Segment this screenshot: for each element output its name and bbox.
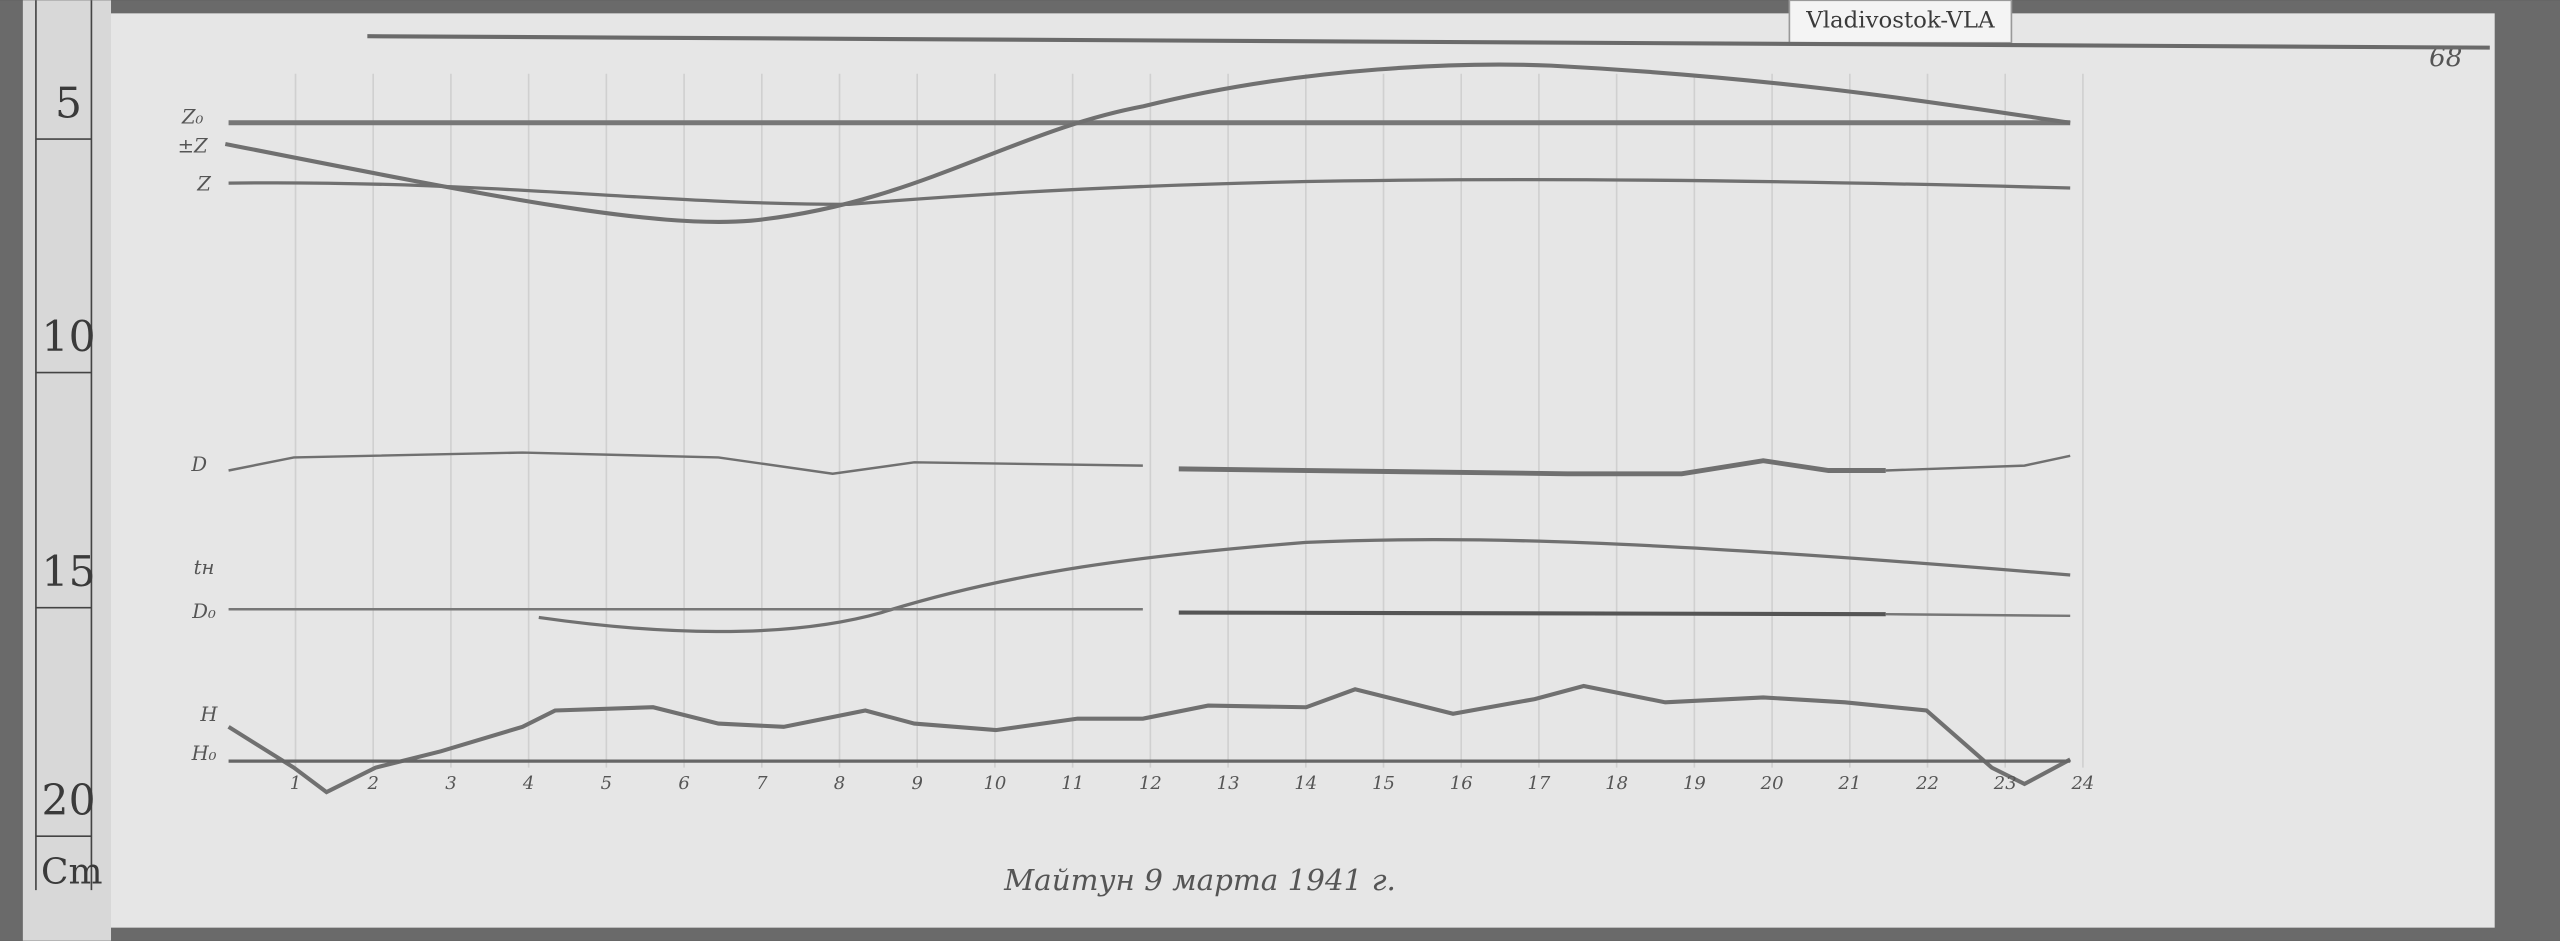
ruler-number: 15: [42, 548, 96, 597]
hour-label: 10: [984, 773, 1007, 794]
hour-label: 19: [1683, 773, 1706, 794]
trace-pz: [224, 62, 2071, 224]
baseline-d0: [1885, 612, 2071, 618]
hour-label: 4: [522, 773, 534, 794]
hour-label: 9: [912, 773, 923, 794]
hour-label: 16: [1450, 773, 1473, 794]
ruler-number: 20: [42, 777, 96, 826]
hour-label: 11: [1061, 773, 1084, 794]
hour-label: 15: [1372, 773, 1395, 794]
ruler: [22, 0, 112, 941]
hour-label: 7: [756, 773, 768, 794]
trace-z: [228, 177, 2071, 207]
trace-label: ±Z: [178, 135, 208, 158]
ruler-number: 5: [55, 79, 82, 128]
hour-label: 23: [1993, 773, 2017, 794]
caption: Майтун 9 марта 1941 г.: [1003, 863, 1396, 897]
trace-d: [228, 451, 1143, 476]
trace-label: H: [199, 703, 218, 726]
trace-h: [227, 683, 2072, 795]
station-label: Vladivostok-VLA: [1805, 8, 1995, 34]
hour-labels: 1 2 3 4 5 6 7 8 9 10 11 12 13 14 15 16 17 18 19 20 21 22 23 24: [290, 773, 2095, 794]
hour-label: 1: [290, 773, 301, 794]
hour-label: 5: [601, 773, 612, 794]
hour-label: 12: [1139, 773, 1162, 794]
trace-t: [538, 538, 2071, 634]
hour-label: 17: [1528, 773, 1551, 794]
hour-label: 8: [834, 773, 845, 794]
ruler-unit: Cm: [41, 851, 103, 892]
trace-label: Z: [196, 172, 211, 195]
hour-label: 20: [1760, 773, 1784, 794]
trace-labels: Z₀ ±Z Z Dtн D₀ H H₀: [178, 105, 219, 765]
hour-label: 14: [1294, 773, 1317, 794]
hour-label: 13: [1217, 773, 1240, 794]
trace-label: D₀: [191, 600, 216, 623]
trace-label: D: [190, 453, 207, 476]
baseline-d0: [1178, 610, 1886, 617]
ruler-number: 10: [42, 313, 96, 362]
trace-label: tн: [194, 556, 215, 579]
hour-label: 2: [367, 773, 379, 794]
hour-label: 21: [1837, 773, 1861, 794]
hour-label: 6: [678, 773, 689, 794]
hour-label: 24: [2071, 773, 2095, 794]
ruler-ticks: 5 10 15 20: [35, 79, 96, 838]
trace-label: H₀: [191, 742, 217, 765]
hour-label: 3: [445, 773, 456, 794]
trace-d: [1178, 458, 1886, 477]
edge-line: [367, 34, 2490, 50]
station-tag: [1788, 0, 2013, 44]
hour-label: 22: [1915, 773, 1939, 794]
hour-grid: [294, 73, 2084, 768]
trace-d: [1885, 454, 2071, 472]
trace-label: Z₀: [181, 105, 204, 128]
hour-label: 18: [1605, 773, 1628, 794]
